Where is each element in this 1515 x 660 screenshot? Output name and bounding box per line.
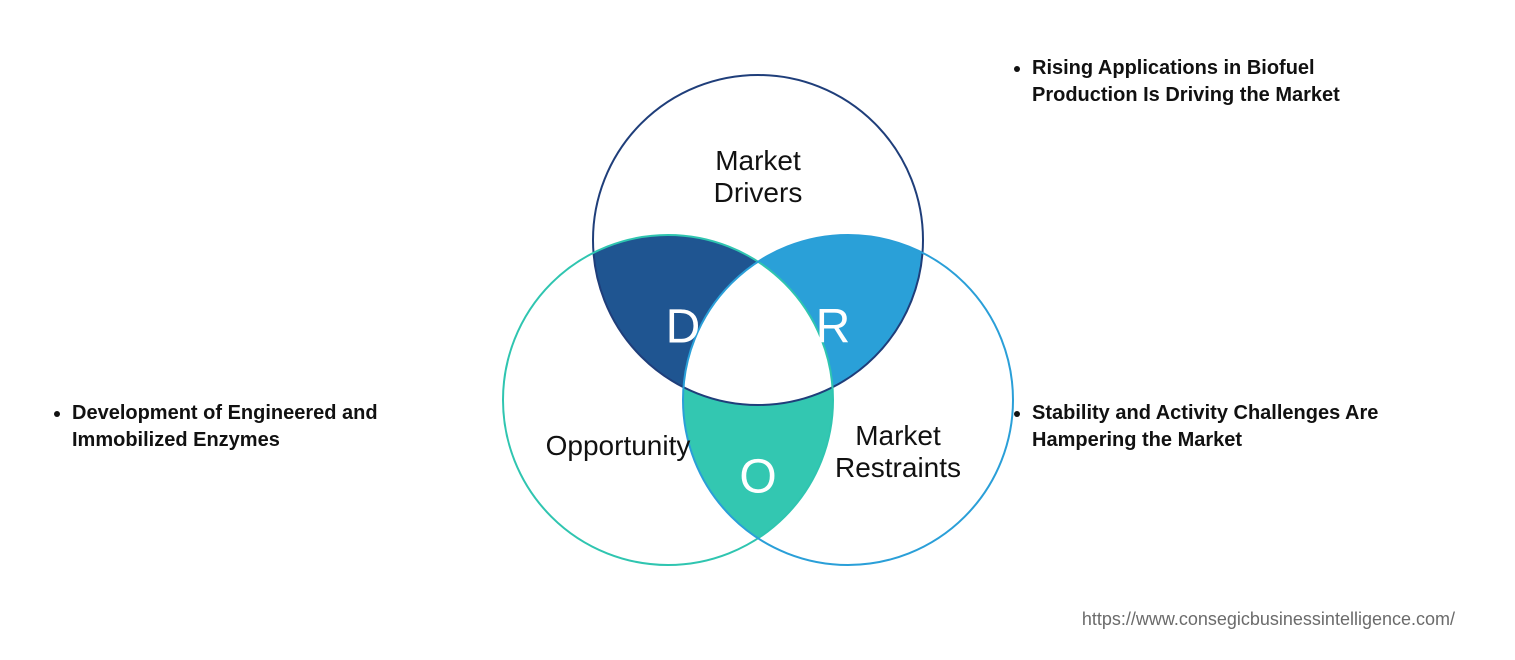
bullet-restraints-text: Stability and Activity Challenges Are Ha… xyxy=(1032,400,1430,454)
bullet-restraints: Stability and Activity Challenges Are Ha… xyxy=(1010,400,1430,454)
footer-url: https://www.consegicbusinessintelligence… xyxy=(1082,609,1455,630)
bullet-drivers-text: Rising Applications in Biofuel Productio… xyxy=(1032,55,1410,109)
venn-label-restraints: MarketRestraints xyxy=(834,420,960,483)
venn-label-opportunity: Opportunity xyxy=(545,430,690,461)
venn-letter-o: O xyxy=(739,451,776,504)
venn-svg: MarketDrivers Opportunity MarketRestrain… xyxy=(458,50,1058,610)
bullet-opportunity-text: Development of Engineered and Immobilize… xyxy=(72,400,390,454)
venn-letter-r: R xyxy=(815,301,850,354)
bullet-drivers: Rising Applications in Biofuel Productio… xyxy=(1010,55,1410,109)
bullet-opportunity: Development of Engineered and Immobilize… xyxy=(50,400,390,454)
venn-letter-d: D xyxy=(665,301,700,354)
venn-diagram: MarketDrivers Opportunity MarketRestrain… xyxy=(458,50,1058,610)
venn-label-drivers: MarketDrivers xyxy=(713,145,802,208)
